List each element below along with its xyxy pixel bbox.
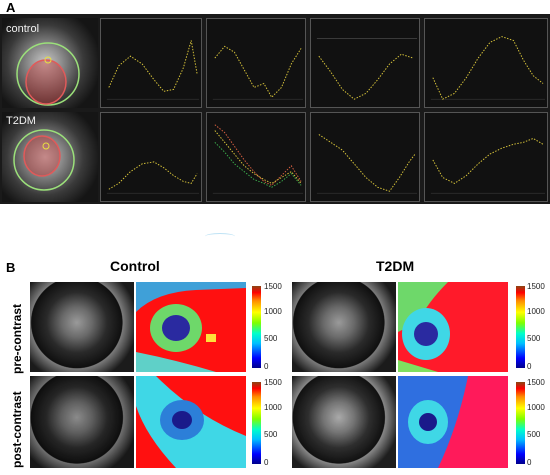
cbar-tick-500-b: 500 [264,430,278,439]
cbar-tick-500-c: 500 [527,334,541,343]
mri-image-control: control [2,18,98,108]
row-label-post-contrast: post-contrast [10,391,24,468]
cbar-tick-1000-c: 1000 [527,307,545,316]
panel-b-label: B [6,260,16,275]
signal-plot-control-4 [424,18,548,108]
cbar-tick-1000: 1000 [264,307,282,316]
t1-map-control-post-overlay [136,376,246,468]
t1-map-control-pre-overlay [136,282,246,372]
signal-plot-control-2 [206,18,306,108]
t1-gray-control-post [30,376,134,468]
panel-a-label: A [6,0,16,15]
row-label-pre-contrast: pre-contrast [10,303,24,374]
t1-map-t2dm-pre-overlay [398,282,450,372]
t1-gray-t2dm-post [292,376,396,468]
t1-gray-control-pre [30,282,134,372]
cbar-tick-0-c: 0 [527,362,532,371]
signal-plot-control-1 [100,18,202,108]
t1-map-t2dm-post [398,376,508,468]
t1-gray-t2dm-pre [292,282,396,372]
cbar-tick-1500-d: 1500 [527,378,545,387]
colorbar-t2dm-pre [516,286,525,368]
cbar-tick-1000-d: 1000 [527,403,545,412]
cbar-tick-0-d: 0 [527,458,532,467]
cbar-tick-500: 500 [264,334,278,343]
cbar-tick-500-d: 500 [527,430,541,439]
signal-plot-t2dm-2 [206,112,306,202]
mri-image-t2dm: T2DM [2,112,98,202]
signal-plot-control-3 [310,18,420,108]
signal-plot-t2dm-1 [100,112,202,202]
group-title-t2dm: T2DM [376,258,415,274]
signal-plot-t2dm-3 [310,112,420,202]
t1-map-control-pre [136,282,246,372]
group-title-control: Control [110,258,160,274]
signal-plot-t2dm-4 [424,112,548,202]
roi-rings-control [16,42,80,106]
t1-map-t2dm-post-overlay [398,376,468,468]
colorbar-control-post [252,382,261,464]
row-label-t2dm: T2DM [6,115,36,127]
faint-mark [205,233,235,240]
cbar-tick-1500: 1500 [264,282,282,291]
cbar-tick-1500-b: 1500 [264,378,282,387]
row-label-control: control [6,23,40,35]
cbar-tick-0: 0 [264,362,269,371]
colorbar-t2dm-post [516,382,525,464]
t1-map-control-post [136,376,246,468]
roi-rings-t2dm [13,129,75,191]
colorbar-control-pre [252,286,261,368]
t1-map-t2dm-pre [398,282,508,372]
cbar-tick-1500-c: 1500 [527,282,545,291]
cbar-tick-1000-b: 1000 [264,403,282,412]
cbar-tick-0-b: 0 [264,458,269,467]
